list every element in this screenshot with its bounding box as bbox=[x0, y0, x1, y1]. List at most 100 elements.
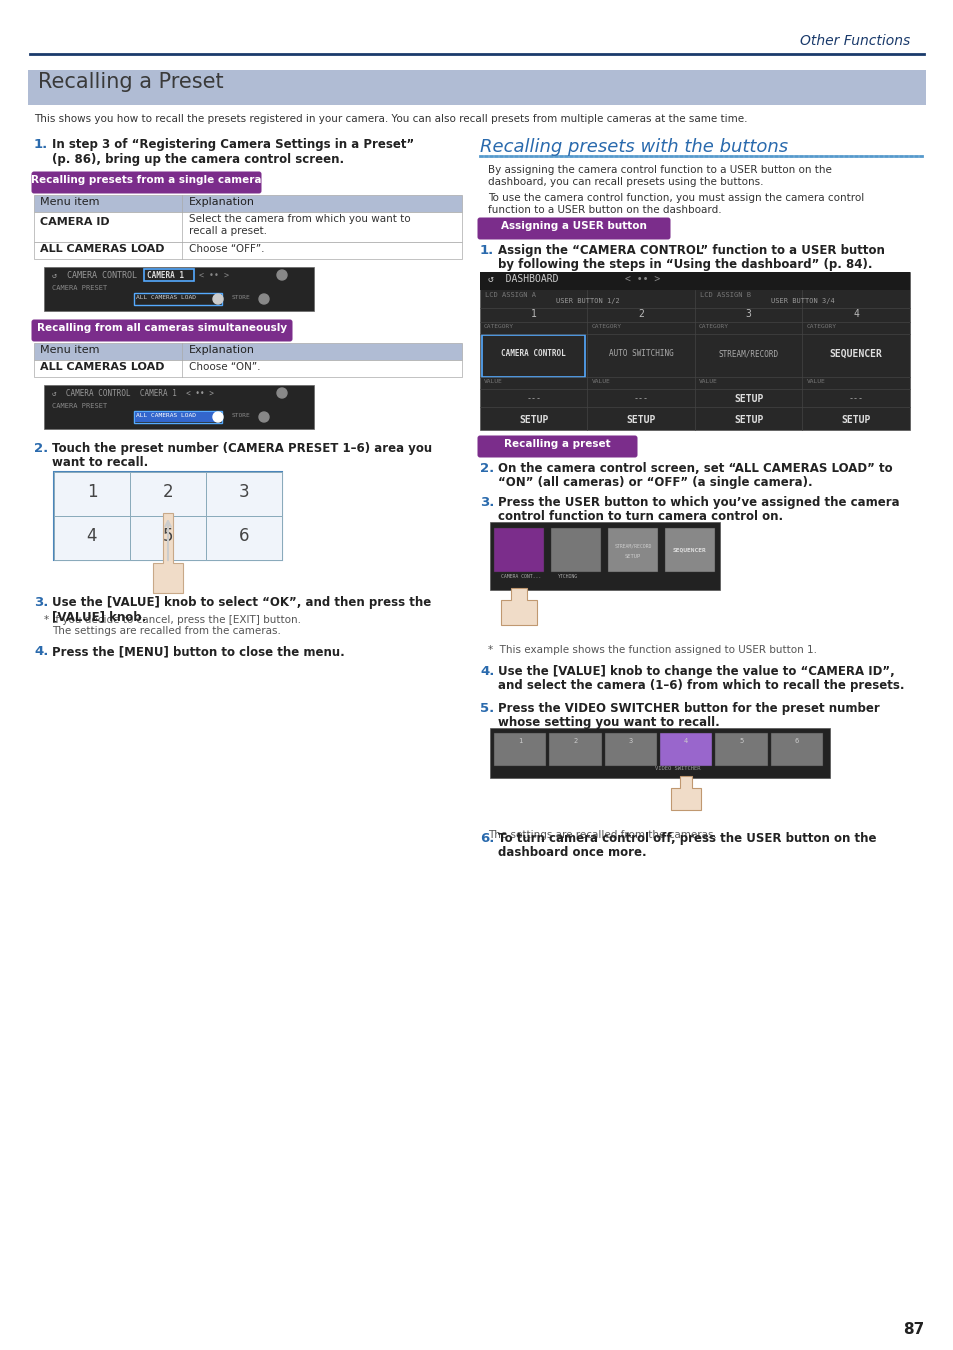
Bar bbox=[715, 733, 767, 765]
Text: SEQUENCER: SEQUENCER bbox=[829, 350, 882, 359]
Text: CAMERA PRESET: CAMERA PRESET bbox=[52, 404, 107, 409]
Text: ---: --- bbox=[633, 394, 648, 404]
FancyBboxPatch shape bbox=[31, 320, 293, 342]
Text: SETUP: SETUP bbox=[624, 554, 640, 559]
Text: ALL CAMERAS LOAD: ALL CAMERAS LOAD bbox=[136, 413, 195, 418]
Text: SETUP: SETUP bbox=[733, 414, 762, 425]
Text: CAMERA ID: CAMERA ID bbox=[40, 217, 110, 227]
FancyBboxPatch shape bbox=[477, 436, 637, 458]
Text: Other Functions: Other Functions bbox=[799, 34, 909, 49]
Text: recall a preset.: recall a preset. bbox=[189, 225, 267, 236]
Text: LCD ASSIGN B: LCD ASSIGN B bbox=[700, 292, 750, 298]
Text: YTCHING: YTCHING bbox=[558, 574, 578, 579]
Text: ---: --- bbox=[848, 394, 862, 404]
Bar bbox=[479, 271, 909, 431]
Text: ---: --- bbox=[526, 394, 540, 404]
Text: 4.: 4. bbox=[479, 666, 494, 678]
Bar bbox=[54, 472, 130, 516]
Text: VALUE: VALUE bbox=[699, 379, 717, 383]
Text: 5: 5 bbox=[163, 526, 173, 545]
Text: * If you decide to cancel, press the [EXIT] button.: * If you decide to cancel, press the [EX… bbox=[44, 616, 301, 625]
Text: Explanation: Explanation bbox=[189, 346, 254, 355]
Text: 6.: 6. bbox=[479, 832, 494, 845]
Text: Recalling a Preset: Recalling a Preset bbox=[38, 72, 223, 92]
Text: want to recall.: want to recall. bbox=[52, 456, 148, 468]
Circle shape bbox=[276, 270, 287, 279]
Text: 2: 2 bbox=[638, 309, 643, 319]
Bar bbox=[549, 733, 601, 765]
Bar bbox=[34, 343, 461, 360]
Text: 5: 5 bbox=[739, 738, 742, 744]
Text: ↺  CAMERA CONTROL  CAMERA 1  < •• >: ↺ CAMERA CONTROL CAMERA 1 < •• > bbox=[52, 389, 213, 398]
Text: To use the camera control function, you must assign the camera control: To use the camera control function, you … bbox=[488, 193, 863, 202]
Text: Recalling a preset: Recalling a preset bbox=[503, 439, 610, 450]
Bar bbox=[44, 385, 314, 429]
Text: 4: 4 bbox=[852, 309, 859, 319]
Text: 5.: 5. bbox=[479, 702, 494, 716]
Text: ALL CAMERAS LOAD: ALL CAMERAS LOAD bbox=[40, 362, 164, 373]
Text: 6: 6 bbox=[238, 526, 249, 545]
Text: 87: 87 bbox=[902, 1322, 923, 1336]
Text: STREAM/RECORD: STREAM/RECORD bbox=[718, 350, 778, 359]
Text: USER BUTTON 1/2: USER BUTTON 1/2 bbox=[555, 298, 618, 304]
Text: STORE: STORE bbox=[232, 296, 251, 300]
Text: Menu item: Menu item bbox=[40, 197, 99, 207]
Text: CATEGORY: CATEGORY bbox=[483, 324, 514, 329]
Text: CAMERA 1: CAMERA 1 bbox=[147, 271, 184, 279]
Text: CAMERA PRESET: CAMERA PRESET bbox=[52, 285, 107, 292]
Text: 3.: 3. bbox=[34, 595, 49, 609]
Text: Explanation: Explanation bbox=[189, 197, 254, 207]
Text: “ON” (all cameras) or “OFF” (a single camera).: “ON” (all cameras) or “OFF” (a single ca… bbox=[497, 477, 812, 489]
Text: control function to turn camera control on.: control function to turn camera control … bbox=[497, 510, 782, 522]
Bar bbox=[494, 528, 543, 572]
Text: 1.: 1. bbox=[34, 138, 49, 151]
FancyBboxPatch shape bbox=[477, 217, 670, 239]
Bar bbox=[34, 242, 461, 259]
Text: The settings are recalled from the cameras.: The settings are recalled from the camer… bbox=[488, 830, 716, 840]
Text: This shows you how to recall the presets registered in your camera. You can also: This shows you how to recall the presets… bbox=[34, 113, 747, 124]
Text: 1: 1 bbox=[517, 738, 521, 744]
FancyBboxPatch shape bbox=[31, 171, 261, 193]
Text: In step 3 of “Registering Camera Settings in a Preset”: In step 3 of “Registering Camera Setting… bbox=[52, 138, 414, 151]
Text: VALUE: VALUE bbox=[483, 379, 502, 383]
Text: 3.: 3. bbox=[479, 495, 494, 509]
Text: [VALUE] knob.: [VALUE] knob. bbox=[52, 610, 146, 622]
Text: VALUE: VALUE bbox=[805, 379, 824, 383]
Text: CATEGORY: CATEGORY bbox=[591, 324, 620, 329]
Text: On the camera control screen, set “ALL CAMERAS LOAD” to: On the camera control screen, set “ALL C… bbox=[497, 462, 892, 475]
Circle shape bbox=[258, 412, 269, 423]
Bar bbox=[604, 733, 657, 765]
Text: *  This example shows the function assigned to USER button 1.: * This example shows the function assign… bbox=[488, 645, 816, 655]
Circle shape bbox=[213, 412, 223, 423]
Bar bbox=[494, 733, 546, 765]
Bar bbox=[133, 293, 222, 305]
Text: 2.: 2. bbox=[479, 462, 494, 475]
Text: ALL CAMERAS LOAD: ALL CAMERAS LOAD bbox=[40, 244, 164, 254]
Text: Use the [VALUE] knob to select “OK”, and then press the: Use the [VALUE] knob to select “OK”, and… bbox=[52, 595, 431, 609]
Text: VALUE: VALUE bbox=[591, 379, 610, 383]
Text: dashboard, you can recall presets using the buttons.: dashboard, you can recall presets using … bbox=[488, 177, 762, 188]
Bar bbox=[54, 472, 282, 560]
Bar bbox=[206, 516, 282, 560]
Text: ALL CAMERAS LOAD: ALL CAMERAS LOAD bbox=[136, 296, 195, 300]
Polygon shape bbox=[500, 589, 537, 625]
Text: dashboard once more.: dashboard once more. bbox=[497, 846, 646, 859]
Bar bbox=[28, 70, 925, 105]
Text: 2: 2 bbox=[163, 483, 173, 501]
Text: 4: 4 bbox=[683, 738, 687, 744]
Text: Recalling presets with the buttons: Recalling presets with the buttons bbox=[479, 138, 787, 157]
Text: USER BUTTON 3/4: USER BUTTON 3/4 bbox=[770, 298, 834, 304]
Text: 2: 2 bbox=[573, 738, 577, 744]
Text: CATEGORY: CATEGORY bbox=[805, 324, 836, 329]
Bar bbox=[479, 271, 909, 290]
Text: CAMERA CONT...: CAMERA CONT... bbox=[500, 574, 540, 579]
Bar bbox=[206, 472, 282, 516]
Text: function to a USER button on the dashboard.: function to a USER button on the dashboa… bbox=[488, 205, 720, 215]
Text: 1: 1 bbox=[530, 309, 537, 319]
Bar bbox=[130, 472, 206, 516]
Bar bbox=[481, 335, 585, 377]
Text: 4.: 4. bbox=[34, 645, 49, 657]
Bar bbox=[659, 733, 712, 765]
Text: SETUP: SETUP bbox=[626, 414, 656, 425]
Text: whose setting you want to recall.: whose setting you want to recall. bbox=[497, 716, 719, 729]
